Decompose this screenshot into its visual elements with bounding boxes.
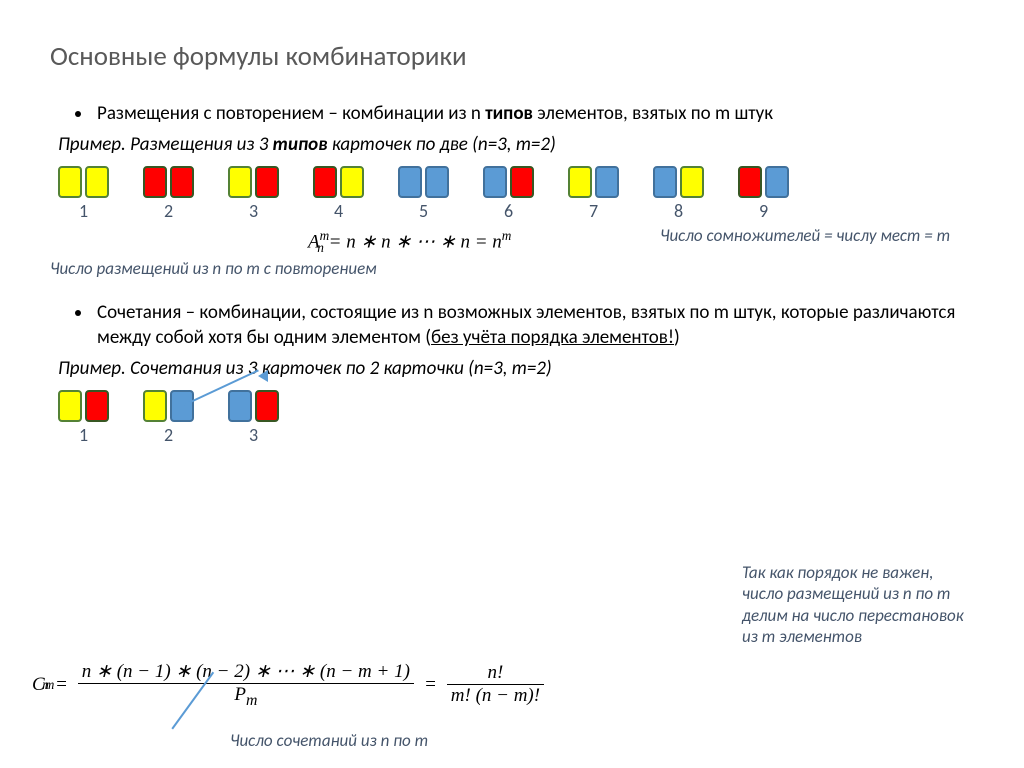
card-yellow bbox=[58, 166, 82, 198]
formula-arrangements: Amn = n ∗ n ∗ ⋯ ∗ n = nm bbox=[308, 228, 511, 256]
card-blue bbox=[425, 166, 449, 198]
card-yellow bbox=[58, 390, 82, 422]
card-red bbox=[255, 390, 279, 422]
card-red bbox=[255, 166, 279, 198]
card-pair: 2 bbox=[143, 390, 194, 446]
card-red bbox=[170, 166, 194, 198]
card-yellow bbox=[568, 166, 592, 198]
card-blue bbox=[228, 390, 252, 422]
bullet-dot-icon bbox=[75, 111, 81, 117]
card-blue bbox=[398, 166, 422, 198]
denominator-2: m! (n − m)! bbox=[447, 685, 544, 707]
card-pair: 5 bbox=[398, 166, 449, 222]
formula-1-region: Amn = n ∗ n ∗ ⋯ ∗ n = nm Число сомножите… bbox=[50, 228, 974, 262]
bullet-2-text: Сочетания – комбинации, состоящие из n в… bbox=[97, 300, 974, 351]
pair-number: 9 bbox=[759, 200, 768, 222]
denominator-1: Pm bbox=[230, 684, 261, 710]
card-yellow bbox=[143, 390, 167, 422]
formula-combinations: Cmn = n ∗ (n − 1) ∗ (n − 2) ∗ ⋯ ∗ (n − m… bbox=[32, 660, 548, 710]
card-yellow bbox=[680, 166, 704, 198]
example-1: Пример. Размещения из 3 типов карточек п… bbox=[58, 133, 974, 156]
pair-number: 1 bbox=[79, 200, 88, 222]
card-yellow bbox=[85, 166, 109, 198]
annotation-order-note: Так как порядок не важен, число размещен… bbox=[742, 562, 972, 647]
annotation-combinations-label: Число сочетаний из n по m bbox=[230, 730, 428, 751]
pair-number: 7 bbox=[589, 200, 598, 222]
pair-number: 2 bbox=[164, 200, 173, 222]
card-blue bbox=[170, 390, 194, 422]
card-pair: 7 bbox=[568, 166, 619, 222]
annotation-arrangements-label: Число размещений из n по m с повторением bbox=[50, 258, 377, 279]
slide-title: Основные формулы комбинаторики bbox=[50, 40, 974, 73]
card-pair: 4 bbox=[313, 166, 364, 222]
bullet-1-text: Размещения с повторением – комбинации из… bbox=[97, 101, 773, 127]
card-pair: 6 bbox=[483, 166, 534, 222]
card-blue bbox=[595, 166, 619, 198]
cards-row-1: 1 2 3 4 5 6 7 8 9 bbox=[58, 166, 974, 222]
card-red bbox=[143, 166, 167, 198]
card-red bbox=[85, 390, 109, 422]
pair-number: 6 bbox=[504, 200, 513, 222]
pair-number: 3 bbox=[249, 200, 258, 222]
pair-number: 2 bbox=[164, 424, 173, 446]
example-2: Пример. Сочетания из 3 карточек по 2 кар… bbox=[58, 357, 974, 380]
pair-number: 5 bbox=[419, 200, 428, 222]
bullet-1: Размещения с повторением – комбинации из… bbox=[75, 101, 974, 127]
card-blue bbox=[653, 166, 677, 198]
card-pair: 9 bbox=[738, 166, 789, 222]
card-red bbox=[313, 166, 337, 198]
card-yellow bbox=[228, 166, 252, 198]
annotation-multipliers: Число сомножителей = числу мест = m bbox=[660, 226, 990, 246]
card-yellow bbox=[340, 166, 364, 198]
card-pair: 1 bbox=[58, 166, 109, 222]
card-pair: 2 bbox=[143, 166, 194, 222]
fraction-1: n ∗ (n − 1) ∗ (n − 2) ∗ ⋯ ∗ (n − m + 1) … bbox=[78, 660, 414, 710]
card-pair: 1 bbox=[58, 390, 109, 446]
pair-number: 1 bbox=[79, 424, 88, 446]
card-red bbox=[738, 166, 762, 198]
card-pair: 8 bbox=[653, 166, 704, 222]
numerator-1: n ∗ (n − 1) ∗ (n − 2) ∗ ⋯ ∗ (n − m + 1) bbox=[78, 660, 414, 683]
numerator-2: n! bbox=[484, 662, 508, 684]
card-blue bbox=[765, 166, 789, 198]
arrowhead-icon bbox=[258, 370, 270, 382]
bullet-dot-icon bbox=[75, 310, 81, 316]
card-blue bbox=[483, 166, 507, 198]
pair-number: 8 bbox=[674, 200, 683, 222]
card-pair: 3 bbox=[228, 390, 279, 446]
fraction-2: n! m! (n − m)! bbox=[447, 662, 544, 707]
card-red bbox=[510, 166, 534, 198]
card-pair: 3 bbox=[228, 166, 279, 222]
pair-number: 3 bbox=[249, 424, 258, 446]
pair-number: 4 bbox=[334, 200, 343, 222]
bullet-2: Сочетания – комбинации, состоящие из n в… bbox=[75, 300, 974, 351]
